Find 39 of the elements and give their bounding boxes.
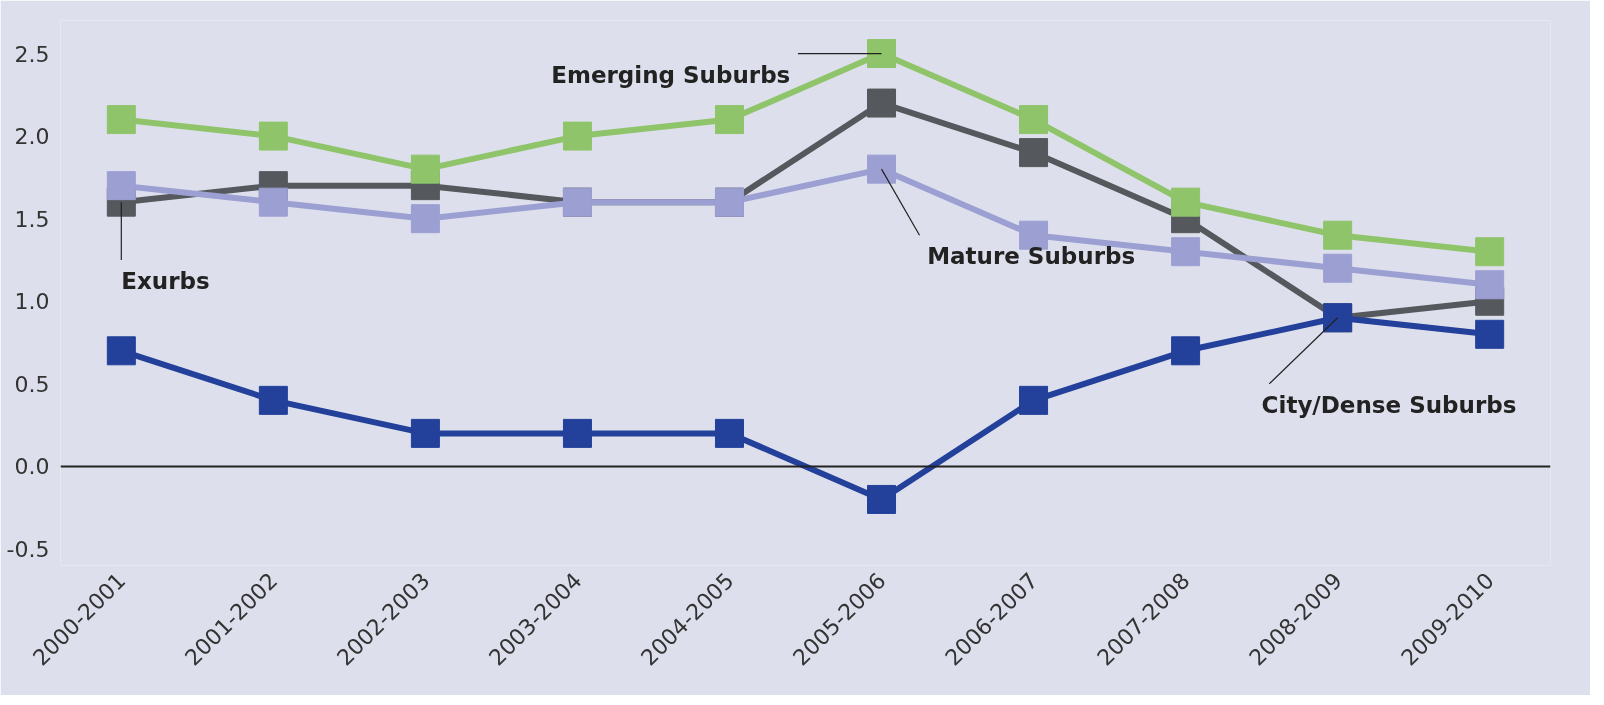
y-tick-label: 0.5 bbox=[14, 371, 50, 397]
point bbox=[1323, 253, 1353, 283]
text: Exurbs bbox=[121, 268, 210, 295]
point bbox=[106, 171, 136, 201]
point bbox=[1475, 270, 1505, 300]
point bbox=[1019, 138, 1049, 168]
y-tick-label: 0.0 bbox=[14, 454, 50, 480]
point bbox=[106, 336, 136, 366]
point bbox=[1171, 336, 1201, 366]
y-tick-label: 2.5 bbox=[14, 41, 50, 67]
point bbox=[1323, 220, 1353, 250]
point bbox=[410, 418, 440, 448]
point bbox=[258, 121, 288, 151]
point bbox=[106, 105, 136, 135]
point bbox=[714, 418, 744, 448]
point bbox=[1475, 237, 1505, 267]
point bbox=[1171, 237, 1201, 267]
point bbox=[1171, 187, 1201, 217]
point bbox=[867, 484, 897, 514]
point bbox=[258, 187, 288, 217]
point bbox=[867, 154, 897, 184]
y-tick-label: 1.5 bbox=[14, 206, 50, 232]
point bbox=[562, 418, 592, 448]
point bbox=[258, 385, 288, 415]
y-tick-label: 2.0 bbox=[14, 124, 50, 150]
point bbox=[714, 105, 744, 135]
series-label: Emerging Suburbs bbox=[551, 61, 791, 88]
point bbox=[410, 204, 440, 234]
point bbox=[867, 39, 897, 69]
point bbox=[410, 154, 440, 184]
point bbox=[1475, 319, 1505, 349]
series-label: Mature Suburbs bbox=[927, 243, 1136, 270]
series-label: City/Dense Suburbs bbox=[1261, 392, 1517, 419]
y-tick-label: -0.5 bbox=[6, 536, 50, 562]
point bbox=[1019, 385, 1049, 415]
point bbox=[867, 88, 897, 118]
point bbox=[562, 121, 592, 151]
point bbox=[1019, 105, 1049, 135]
y-tick-label: 1.0 bbox=[14, 289, 50, 315]
